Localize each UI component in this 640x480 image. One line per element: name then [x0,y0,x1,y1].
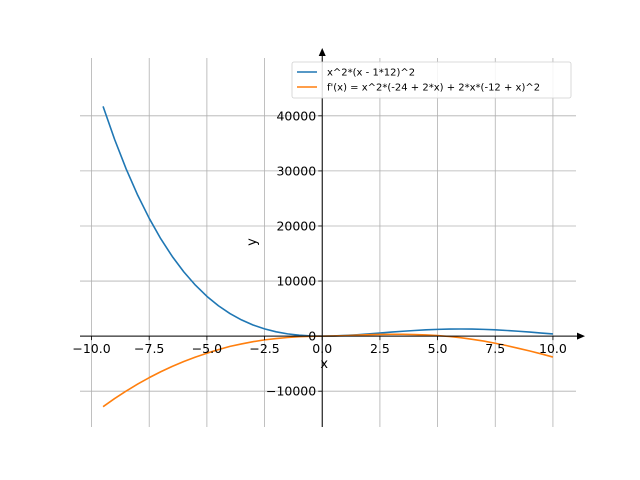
legend-label-1: x^2*(x - 1*12)^2 [327,68,415,79]
y-tick-label: 30000 [276,163,316,178]
y-tick-label: −10000 [266,384,316,399]
legend: x^2*(x - 1*12)^2 f'(x) = x^2*(-24 + 2*x) … [291,61,572,99]
y-tick-label: 0 [308,329,316,344]
x-tick-label: 7.5 [485,341,505,356]
x-tick-label: 5.0 [428,341,448,356]
y-tick-label: 40000 [276,108,316,123]
y-axis-label: y [245,238,260,246]
ticks: −10.0 −7.5 −5.0 −2.5 0.0 2.5 5.0 7.5 10.0 −10000 0… [72,108,567,398]
x-tick-label: −5.0 [192,341,222,356]
y-tick-label: 10000 [276,274,316,289]
axes [80,48,585,427]
series-line-1 [102,106,553,337]
x-tick-label: 2.5 [370,341,390,356]
x-axis-arrow [577,332,585,340]
x-tick-label: 10.0 [539,341,567,356]
y-tick-label: 20000 [276,218,316,233]
legend-box [291,61,572,99]
y-axis-arrow [318,48,326,56]
legend-label-2: f'(x) = x^2*(-24 + 2*x) + 2*x*(-12 + x)^… [327,83,540,94]
x-tick-label: −7.5 [134,341,164,356]
x-tick-label: 0.0 [312,341,332,356]
x-tick-label: −10.0 [72,341,110,356]
x-tick-label: −2.5 [249,341,279,356]
x-axis-label: x [320,357,328,372]
